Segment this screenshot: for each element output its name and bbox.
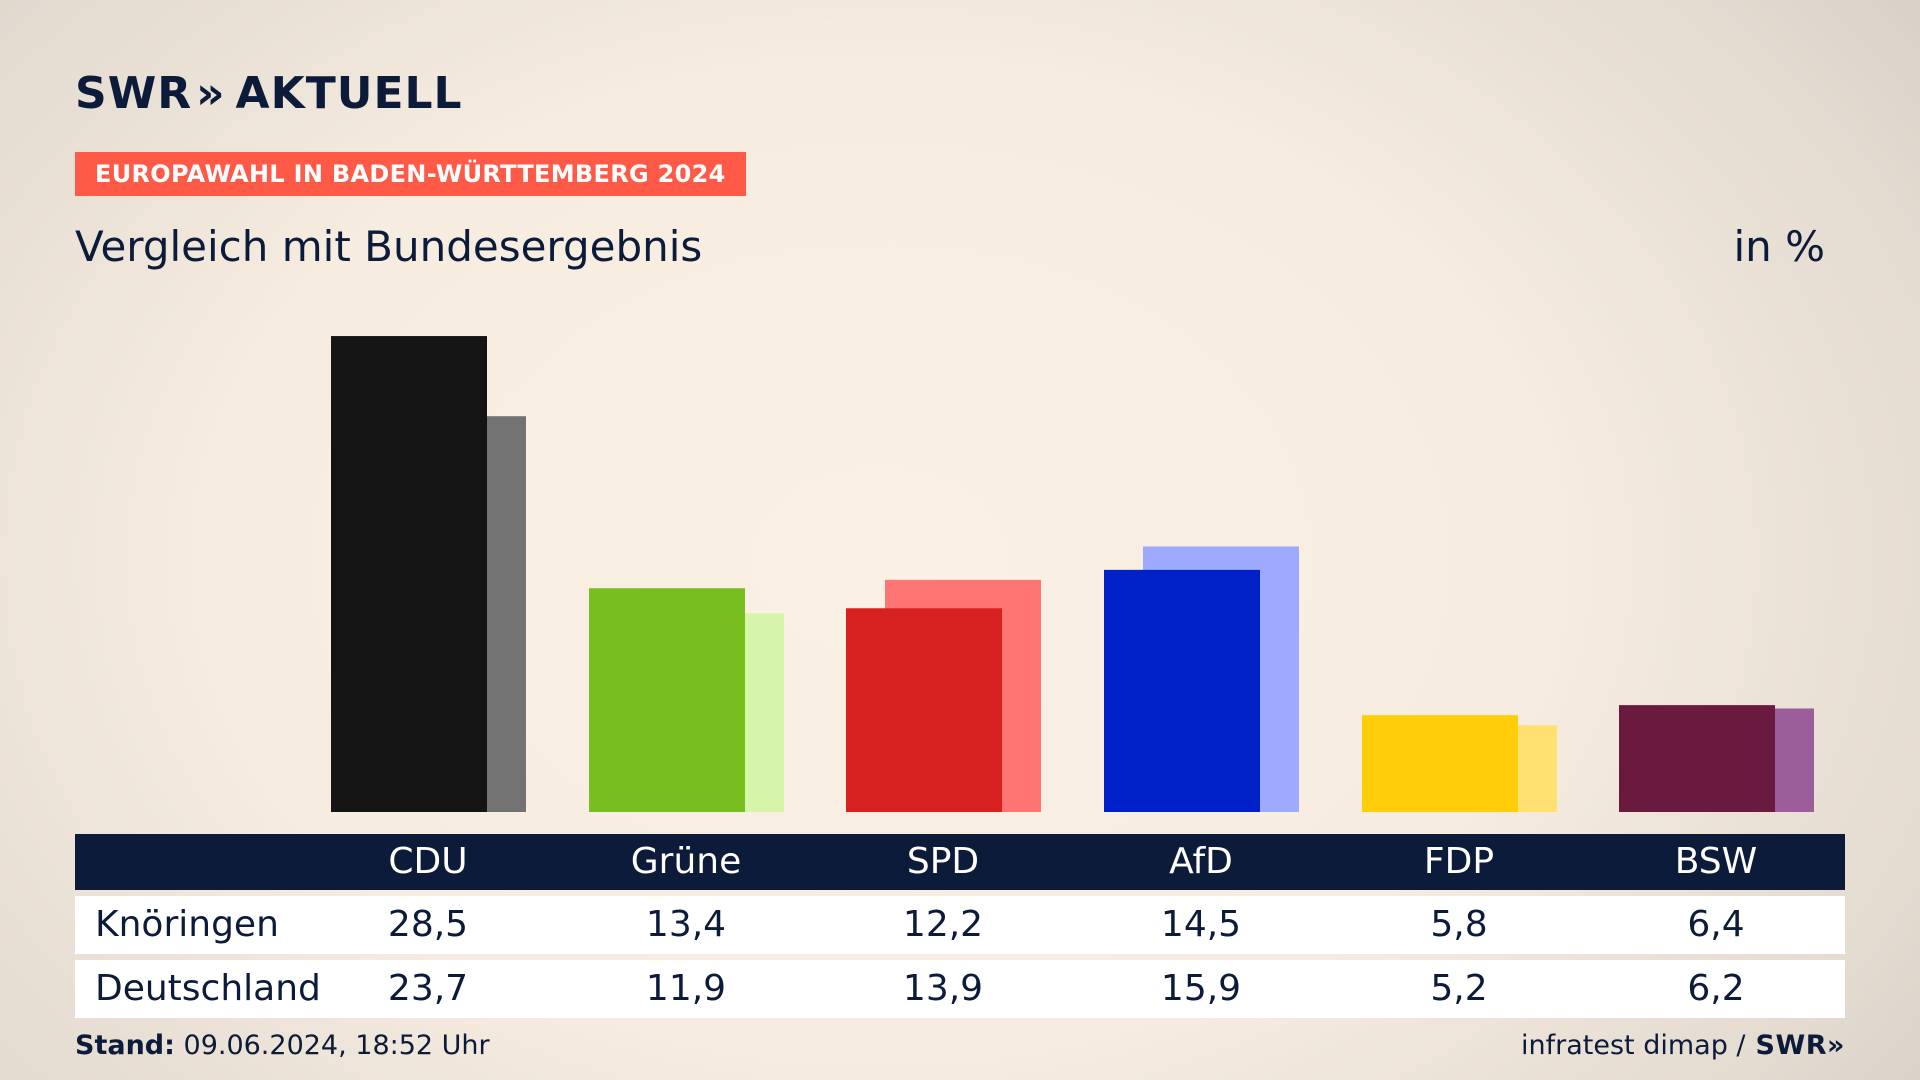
bar-knoeringen-spd: [846, 608, 1002, 812]
results-table: CDU Grüne SPD AfD FDP BSW Knöringen 28,5…: [75, 834, 1845, 1018]
table-cell: 12,2: [902, 904, 984, 945]
bar-knoeringen-cdu: [331, 336, 487, 812]
table-row: Deutschland 23,7 11,9 13,9 15,9 5,2 6,2: [75, 960, 1845, 1018]
bar-knoeringen-afd: [1104, 569, 1260, 812]
bar-chart: [331, 336, 1814, 812]
header-party-gruene: Grüne: [630, 841, 742, 882]
table-cell: 5,2: [1430, 968, 1488, 1009]
header-party-fdp: FDP: [1423, 841, 1495, 882]
source-text: infratest dimap /: [1521, 1030, 1746, 1061]
timestamp: Stand: 09.06.2024, 18:52 Uhr: [75, 1030, 490, 1061]
stand-label: Stand:: [75, 1030, 175, 1061]
header-party-afd: AfD: [1169, 841, 1233, 882]
swr-aktuell-logo: SWR » AKTUELL: [75, 67, 463, 119]
row-label: Knöringen: [95, 904, 279, 945]
table-cell: 13,9: [902, 968, 984, 1009]
table-header-row: CDU Grüne SPD AfD FDP BSW: [75, 834, 1845, 890]
header-party-spd: SPD: [906, 841, 980, 882]
chart-subtitle: Vergleich mit Bundesergebnis: [75, 222, 703, 271]
table-cell: 6,2: [1687, 968, 1745, 1009]
row-label: Deutschland: [95, 968, 321, 1009]
double-chevron-icon: »: [196, 67, 226, 119]
logo-aktuell-text: AKTUELL: [235, 67, 463, 119]
table-cell: 23,7: [387, 968, 469, 1009]
table-cell: 15,9: [1160, 968, 1242, 1009]
bar-knoeringen-grüne: [589, 588, 745, 812]
bar-knoeringen-bsw: [1619, 705, 1775, 812]
stand-value: 09.06.2024, 18:52 Uhr: [183, 1030, 490, 1061]
table-cell: 6,4: [1687, 904, 1745, 945]
swr-small-logo: SWR»: [1755, 1030, 1845, 1061]
election-tag: EUROPAWAHL IN BADEN-WÜRTTEMBERG 2024: [75, 152, 746, 196]
table-cell: 5,8: [1430, 904, 1488, 945]
bar-knoeringen-fdp: [1362, 715, 1518, 812]
table-row: Knöringen 28,5 13,4 12,2 14,5 5,8 6,4: [75, 896, 1845, 954]
table-cell: 13,4: [645, 904, 727, 945]
table-cell: 11,9: [645, 968, 727, 1009]
table-cell: 28,5: [387, 904, 469, 945]
logo-swr-text: SWR: [75, 67, 193, 119]
source-credit: infratest dimap / SWR»: [1521, 1030, 1845, 1061]
unit-label: in %: [1733, 222, 1825, 271]
table-cell: 14,5: [1160, 904, 1242, 945]
header-party-cdu: CDU: [388, 841, 468, 882]
header-party-bsw: BSW: [1674, 841, 1758, 882]
